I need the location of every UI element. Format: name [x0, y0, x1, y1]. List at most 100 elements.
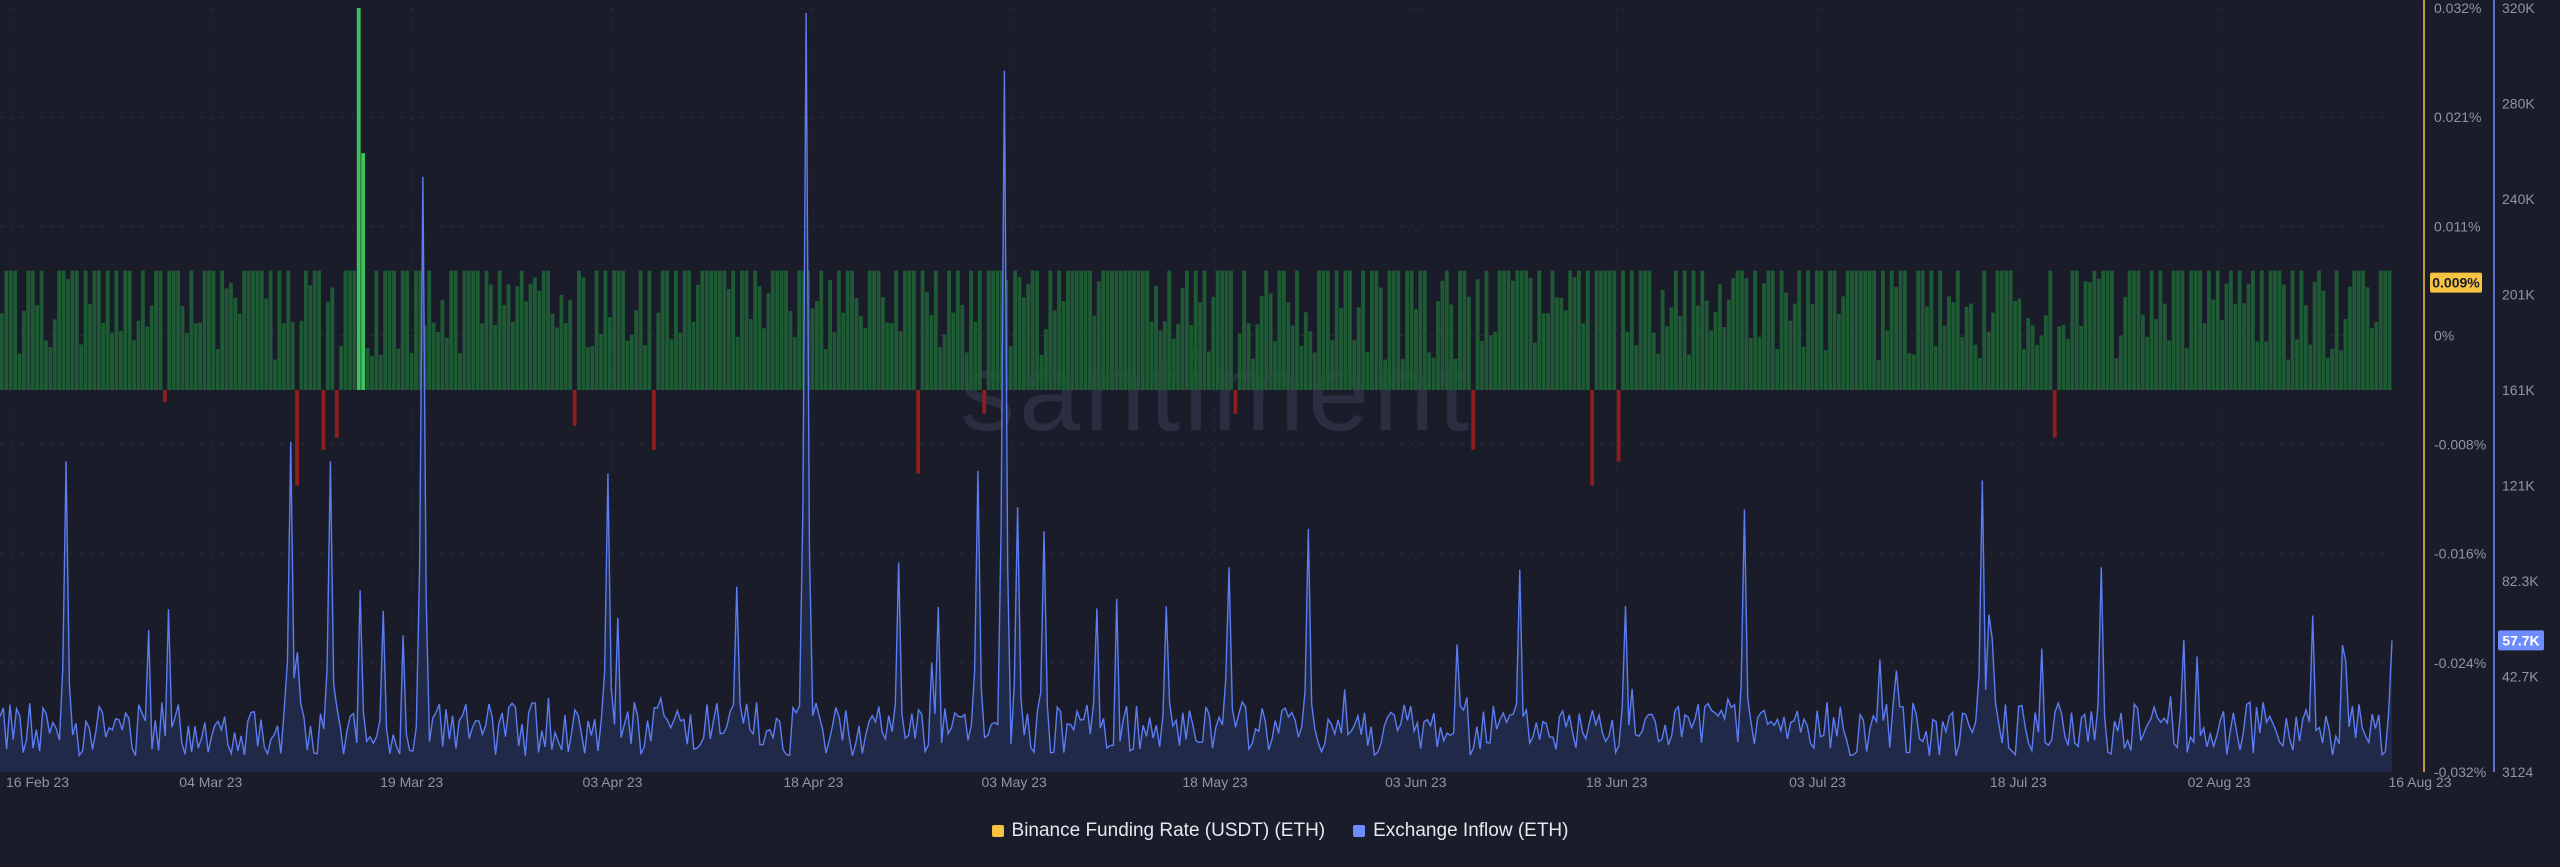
funding-bar [207, 270, 211, 391]
funding-bar [1422, 270, 1427, 391]
funding-bar [0, 313, 4, 390]
funding-bar [2030, 325, 2035, 390]
funding-bar [788, 311, 793, 390]
funding-bar [991, 270, 995, 391]
legend-label-exchange-inflow: Exchange Inflow (ETH) [1373, 820, 1569, 841]
funding-bar [1695, 305, 1700, 390]
funding-bar [1273, 341, 1277, 390]
funding-bar [995, 270, 1000, 391]
funding-bar [814, 301, 819, 390]
funding-bar [823, 349, 828, 390]
legend-item-funding-rate[interactable]: Binance Funding Rate (USDT) (ETH) [991, 820, 1325, 842]
x-tick-label: 18 Jul 23 [1990, 774, 2047, 790]
funding-bar [2092, 270, 2097, 391]
funding-bar [1964, 306, 1969, 390]
legend: Binance Funding Rate (USDT) (ETH) Exchan… [0, 820, 2560, 842]
funding-bar [903, 270, 907, 391]
funding-bar [35, 305, 40, 390]
funding-bar [1550, 270, 1555, 391]
funding-bar [1317, 270, 1321, 391]
funding-bar [1330, 340, 1335, 390]
funding-bar [1295, 270, 1299, 391]
funding-bar [1537, 270, 1542, 391]
funding-bar [1066, 270, 1070, 391]
funding-bar [1325, 270, 1330, 391]
funding-bar [1502, 270, 1506, 391]
funding-bar [1810, 304, 1815, 390]
funding-bar [1096, 281, 1101, 390]
funding-bar [1541, 313, 1546, 390]
funding-bar [1991, 312, 1995, 390]
funding-bar [1828, 270, 1832, 391]
funding-bar [1392, 270, 1396, 391]
x-tick-label: 03 May 23 [981, 774, 1047, 790]
funding-bar-negative [295, 390, 299, 486]
funding-bar [325, 301, 330, 390]
funding-bar [1806, 270, 1810, 391]
funding-bar [1585, 270, 1590, 391]
funding-bar [493, 324, 498, 390]
funding-bar [189, 270, 194, 391]
funding-bar [308, 285, 313, 390]
legend-item-exchange-inflow[interactable]: Exchange Inflow (ETH) [1353, 820, 1568, 842]
funding-bar [2004, 270, 2009, 391]
funding-bar [2246, 283, 2251, 390]
funding-bar [136, 320, 141, 390]
exchange-inflow-line [0, 12, 2393, 758]
funding-bar [2057, 326, 2062, 390]
funding-bar-negative [982, 390, 987, 414]
funding-bar [550, 313, 555, 390]
funding-bar [2273, 270, 2277, 391]
funding-bar [1334, 270, 1339, 391]
funding-bar [1955, 270, 1960, 391]
funding-bar [1387, 270, 1392, 391]
funding-bar [229, 282, 233, 390]
funding-bar [1409, 270, 1414, 391]
funding-bar [475, 270, 480, 391]
funding-tick-label: -0.016% [2434, 546, 2486, 562]
funding-axis-ticks: 0.032% 0.021% 0.011% 0% -0.008% -0.016% -0.024… [2434, 0, 2486, 780]
funding-bar [17, 353, 22, 390]
funding-bar [1215, 270, 1220, 391]
funding-bar [44, 340, 48, 390]
funding-bar [1779, 270, 1784, 391]
funding-bar [2374, 321, 2379, 390]
funding-bar [2105, 270, 2110, 391]
funding-bar [158, 270, 163, 391]
funding-bar [2096, 278, 2101, 390]
funding-bar [1154, 285, 1158, 390]
funding-bar [30, 270, 35, 391]
funding-bar [1449, 304, 1454, 390]
funding-bar [176, 270, 181, 391]
funding-bar [1792, 303, 1797, 390]
funding-bar [370, 355, 374, 390]
funding-bar [555, 327, 559, 390]
funding-bar [757, 286, 762, 390]
funding-bar [740, 270, 744, 391]
funding-bar [1947, 296, 1951, 390]
funding-bar [1162, 321, 1167, 390]
funding-bar [955, 270, 960, 391]
funding-bar [2242, 303, 2247, 390]
funding-bar [722, 270, 727, 391]
x-tick-label: 16 Aug 23 [2388, 774, 2451, 790]
funding-bar [299, 320, 304, 390]
funding-bar [1414, 309, 1418, 390]
funding-bar [2043, 315, 2048, 390]
funding-bar [387, 270, 392, 391]
funding-bar [1101, 270, 1106, 391]
funding-bar [528, 283, 533, 390]
funding-bar [1198, 302, 1203, 390]
funding-bar [2369, 328, 2374, 390]
funding-tick-label: -0.008% [2434, 437, 2486, 453]
funding-bar [854, 298, 859, 390]
funding-bar [145, 326, 150, 390]
funding-bar [1303, 312, 1308, 390]
funding-bar [1656, 353, 1661, 390]
funding-bar [268, 270, 273, 391]
funding-bar [2193, 270, 2198, 391]
funding-bar [1969, 303, 1973, 390]
funding-bar [1766, 270, 1771, 391]
funding-bar [1008, 346, 1013, 390]
